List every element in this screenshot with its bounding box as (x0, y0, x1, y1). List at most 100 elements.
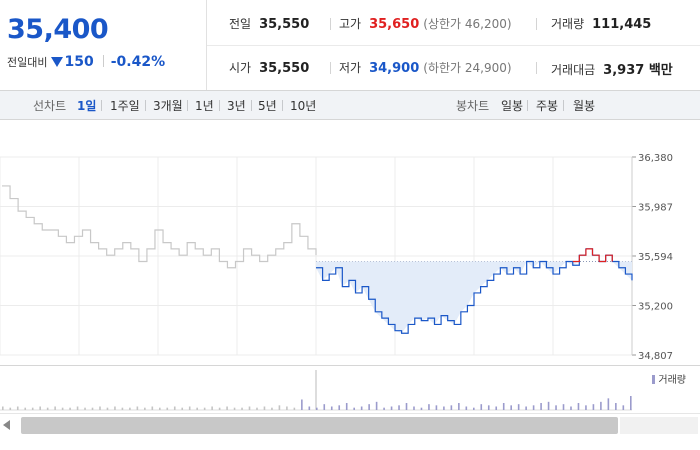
volume-bar (375, 401, 378, 410)
stat-prev-close: 전일 35,550 (229, 17, 310, 32)
volume-bar (480, 404, 483, 410)
series-segment-above-reference (572, 255, 580, 263)
volume-bar (413, 406, 415, 410)
volume-bar (226, 406, 228, 410)
volume-bar (129, 407, 131, 410)
period-tab-3y[interactable]: 3년 (227, 99, 246, 113)
scroll-left-arrow-icon[interactable] (3, 420, 10, 430)
scroll-thumb[interactable] (21, 417, 618, 434)
volume-bar (54, 406, 56, 410)
stat-volume: 거래량 111,445 (551, 17, 652, 32)
y-tick-label: 35,987 (638, 203, 673, 214)
volume-bar (600, 401, 602, 410)
volume-bar (435, 405, 438, 410)
volume-bar (136, 406, 139, 410)
current-price: 35,400 (7, 14, 109, 45)
period-tab-1w[interactable]: 1주일 (110, 99, 140, 113)
period-tab-1y[interactable]: 1년 (195, 99, 214, 113)
volume-legend: 거래량 (652, 371, 686, 386)
down-triangle-icon (51, 57, 64, 67)
volume-bar (473, 407, 475, 410)
volume-bar (622, 405, 625, 410)
volume-bar (323, 404, 326, 410)
volume-bar (555, 405, 557, 410)
intraday-chart: 36,380 35,987 35,594 35,200 34,807 (0, 120, 700, 365)
volume-bar (196, 407, 198, 410)
volume-bar (383, 407, 385, 410)
volume-bar (570, 406, 572, 410)
volume-bar (532, 405, 535, 410)
volume-bar (487, 405, 490, 410)
y-tick-label: 36,380 (638, 153, 673, 164)
volume-bar (495, 406, 498, 410)
change-row: 전일대비 150 -0.42% (7, 54, 165, 70)
candle-tab-daily[interactable]: 일봉 (501, 99, 524, 113)
candle-tab-weekly[interactable]: 주봉 (536, 99, 559, 113)
candle-chart-label: 봉차트 (456, 99, 490, 113)
volume-bar (502, 403, 505, 410)
volume-bar (510, 405, 512, 410)
volume-bar (562, 404, 565, 410)
volume-bar (443, 406, 445, 410)
series-segment-above-reference (599, 255, 607, 263)
divider (145, 100, 146, 111)
period-tab-1d[interactable]: 1일 (77, 99, 97, 113)
volume-bar (173, 406, 176, 410)
volume-bar (465, 406, 468, 410)
volume-bar (203, 407, 206, 410)
series-segment-above-reference (592, 254, 600, 262)
volume-bar (218, 407, 221, 410)
volume-bar (428, 404, 430, 410)
series-segment-above-reference (579, 248, 587, 256)
volume-bar (9, 407, 12, 410)
y-tick-label: 34,807 (638, 351, 673, 362)
volume-bar (353, 407, 355, 410)
volume-bar (99, 406, 101, 410)
stats-divider (207, 45, 700, 46)
volume-bar (69, 407, 71, 410)
period-tab-5y[interactable]: 5년 (258, 99, 277, 113)
chart-scrollbar[interactable] (0, 413, 700, 438)
volume-bar (144, 407, 146, 410)
volume-bar (607, 398, 610, 410)
volume-bar (31, 407, 34, 410)
divider (536, 18, 537, 30)
volume-bar (308, 406, 311, 410)
volume-bar (316, 407, 318, 410)
quote-header: 35,400 전일대비 150 -0.42% 전일 35,550 고가 35,650 (상… (0, 0, 700, 91)
stat-low: 저가 34,900 (하한가 24,900) (339, 61, 512, 76)
candle-tab-monthly[interactable]: 월봉 (573, 99, 596, 113)
volume-bar (188, 406, 191, 410)
line-chart-label: 선차트 (33, 99, 67, 113)
volume-bar (233, 407, 236, 410)
divider (251, 100, 252, 111)
volume-bar (540, 403, 542, 410)
divider (527, 100, 528, 111)
chart-toolbar: 선차트 1일 1주일 3개월 1년 3년 5년 10년 봉차트 일봉 주봉 월봉 (0, 91, 700, 120)
volume-bar (91, 407, 94, 410)
volume-bar (405, 403, 408, 410)
period-tab-10y[interactable]: 10년 (290, 99, 317, 113)
volume-bar (398, 405, 400, 410)
stat-open: 시가 35,550 (229, 61, 310, 76)
series-segment-above-reference (585, 248, 594, 256)
volume-bar (151, 406, 154, 410)
scroll-track[interactable] (620, 417, 698, 434)
price-chart-svg: 36,380 35,987 35,594 35,200 34,807 (0, 153, 673, 362)
series-segment-above-reference (605, 254, 613, 262)
volume-bar (46, 407, 49, 410)
divider (187, 100, 188, 111)
volume-bar (76, 406, 79, 410)
volume-bar (547, 401, 550, 410)
volume-bar (256, 407, 258, 410)
change-label: 전일대비 (7, 56, 48, 69)
period-tab-3m[interactable]: 3개월 (153, 99, 183, 113)
volume-bar (420, 407, 423, 410)
volume-bar (286, 406, 288, 410)
volume-bar (525, 406, 527, 410)
volume-bar (114, 406, 116, 410)
volume-bar (517, 404, 520, 410)
divider (219, 100, 220, 111)
volume-bar (585, 405, 587, 410)
divider (282, 100, 283, 111)
